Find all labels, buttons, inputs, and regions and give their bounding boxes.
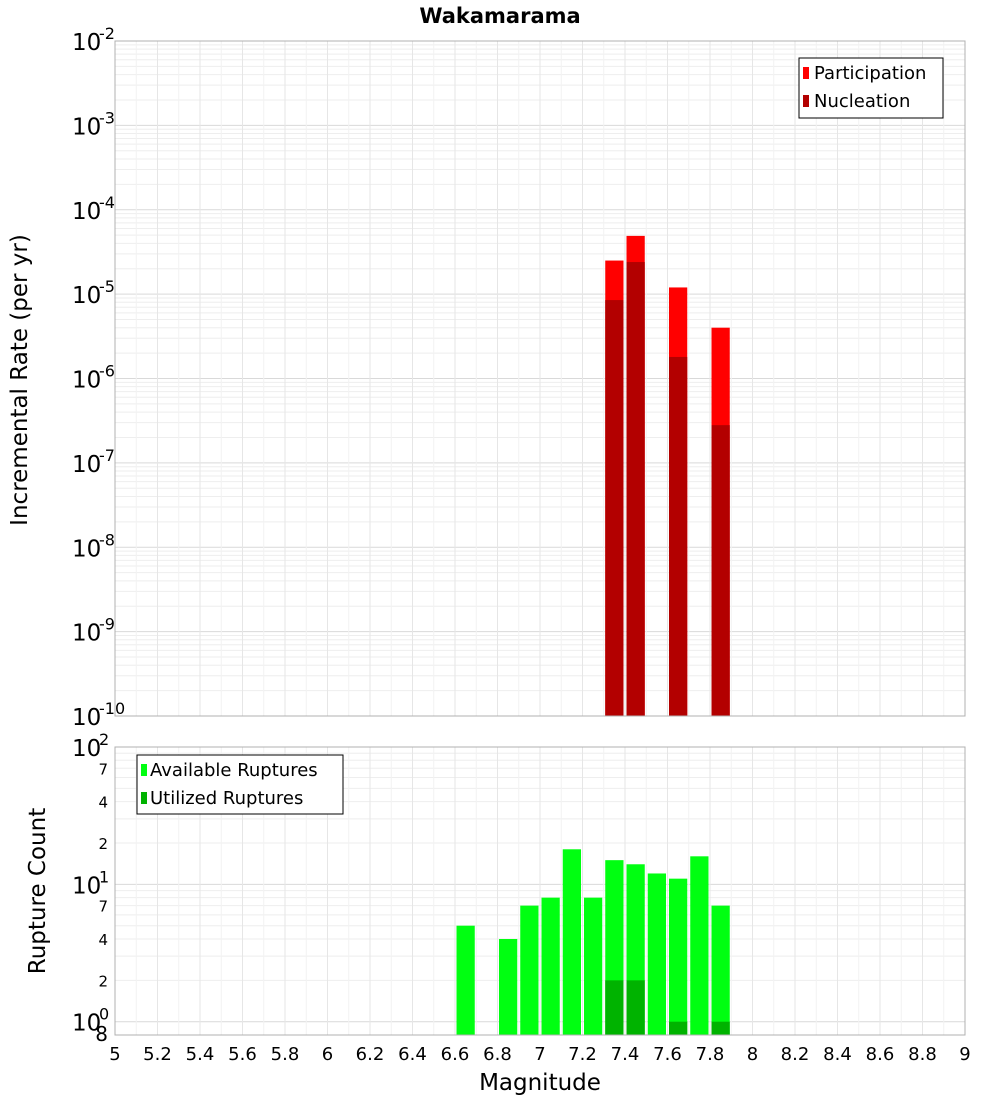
rate-tick-exponent: -9 bbox=[99, 615, 115, 634]
rate-tick-base: 10 bbox=[72, 705, 101, 731]
rate-tick-base: 10 bbox=[72, 30, 101, 56]
nucleation-legend-swatch bbox=[803, 95, 809, 107]
utilized-bar bbox=[669, 1021, 688, 1035]
magnitude-tick-label: 7.2 bbox=[568, 1044, 597, 1065]
count-minor-tick-label: 4 bbox=[98, 931, 108, 949]
magnitude-tick-label: 9 bbox=[959, 1044, 970, 1065]
count-minor-tick-label: 2 bbox=[98, 835, 108, 853]
rate-tick-exponent: -8 bbox=[99, 530, 115, 549]
magnitude-tick-label: 6.8 bbox=[483, 1044, 512, 1065]
magnitude-tick-label: 6.2 bbox=[356, 1044, 385, 1065]
magnitude-tick-label: 6.6 bbox=[441, 1044, 470, 1065]
rate-tick-base: 10 bbox=[72, 536, 101, 562]
count-tick-base: 10 bbox=[72, 1011, 101, 1037]
rate-tick-exponent: -10 bbox=[99, 699, 125, 718]
rate-tick-exponent: -5 bbox=[99, 277, 115, 296]
participation-legend-swatch bbox=[803, 67, 809, 79]
available-bar bbox=[520, 905, 539, 1035]
rate-tick-base: 10 bbox=[72, 199, 101, 225]
magnitude-tick-label: 5.8 bbox=[271, 1044, 300, 1065]
rate-legend: Participation Nucleation bbox=[798, 57, 944, 119]
magnitude-axis-label: Magnitude bbox=[479, 1070, 601, 1096]
participation-legend-label: Participation bbox=[814, 63, 926, 84]
magnitude-tick-label: 7.4 bbox=[611, 1044, 640, 1065]
count-legend-box bbox=[136, 754, 344, 815]
rate-tick-exponent: -7 bbox=[99, 446, 115, 465]
count-tick-exponent: 0 bbox=[99, 1005, 109, 1024]
nucleation-bar bbox=[711, 425, 730, 716]
nucleation-bar bbox=[669, 356, 688, 716]
chart-title: Wakamarama bbox=[419, 4, 580, 28]
available-bar bbox=[690, 856, 709, 1035]
count-minor-tick-label: 2 bbox=[98, 972, 108, 990]
nucleation-bar bbox=[626, 262, 645, 716]
count-plot-frame bbox=[114, 746, 966, 1036]
magnitude-tick-label: 8 bbox=[747, 1044, 758, 1065]
available-bar bbox=[499, 939, 518, 1035]
count-axis-label: Rupture Count bbox=[25, 808, 51, 974]
available-bar bbox=[647, 873, 666, 1035]
rate-tick-base: 10 bbox=[72, 621, 101, 647]
rate-tick-base: 10 bbox=[72, 114, 101, 140]
available-bar bbox=[711, 905, 730, 1035]
magnitude-tick-label: 5.4 bbox=[186, 1044, 215, 1065]
available-bar bbox=[541, 897, 560, 1035]
count-minor-tick-label: 8 bbox=[95, 1022, 108, 1046]
rate-legend-box bbox=[798, 57, 944, 119]
rate-tick-base: 10 bbox=[72, 283, 101, 309]
count-tick-exponent: 2 bbox=[99, 730, 109, 749]
available-bar bbox=[669, 878, 688, 1035]
count-minor-tick-label: 7 bbox=[98, 898, 108, 916]
magnitude-tick-label: 8.2 bbox=[781, 1044, 810, 1065]
count-tick-exponent: 1 bbox=[99, 867, 109, 886]
magnitude-tick-label: 5.6 bbox=[228, 1044, 257, 1065]
count-minor-tick-label: 4 bbox=[98, 794, 108, 812]
magnitude-tick-label: 6.4 bbox=[398, 1044, 427, 1065]
rate-tick-base: 10 bbox=[72, 452, 101, 478]
available-bar bbox=[562, 849, 581, 1035]
magnitude-tick-label: 8.8 bbox=[908, 1044, 937, 1065]
rate-tick-exponent: -4 bbox=[99, 193, 115, 212]
available-legend-label: Available Ruptures bbox=[150, 760, 318, 781]
magnitude-tick-label: 7.8 bbox=[696, 1044, 725, 1065]
rate-tick-exponent: -6 bbox=[99, 362, 115, 381]
magnitude-tick-label: 5 bbox=[109, 1044, 120, 1065]
utilized-legend-swatch bbox=[141, 792, 147, 804]
magnitude-tick-label: 7 bbox=[534, 1044, 545, 1065]
utilized-bar bbox=[605, 980, 624, 1035]
rate-plot-frame bbox=[114, 40, 966, 717]
count-tick-base: 10 bbox=[72, 736, 101, 762]
rate-tick-base: 10 bbox=[72, 368, 101, 394]
rate-plot: 10-210-310-410-510-610-710-810-910-10 bbox=[72, 24, 966, 731]
rate-tick-exponent: -2 bbox=[99, 24, 115, 43]
magnitude-tick-label: 8.4 bbox=[823, 1044, 852, 1065]
magnitude-tick-label: 6 bbox=[322, 1044, 333, 1065]
rate-axis-label: Incremental Rate (per yr) bbox=[7, 234, 33, 526]
nucleation-bar bbox=[605, 300, 624, 716]
rate-tick-exponent: -3 bbox=[99, 108, 115, 127]
utilized-bar bbox=[626, 980, 645, 1035]
count-minor-tick-label: 7 bbox=[98, 760, 108, 778]
available-bar bbox=[584, 897, 603, 1035]
utilized-bar bbox=[711, 1021, 730, 1035]
magnitude-tick-label: 8.6 bbox=[866, 1044, 895, 1065]
available-legend-swatch bbox=[141, 764, 147, 776]
magnitude-tick-label: 5.2 bbox=[143, 1044, 172, 1065]
available-bar bbox=[456, 925, 475, 1035]
count-tick-base: 10 bbox=[72, 873, 101, 899]
utilized-legend-label: Utilized Ruptures bbox=[150, 788, 303, 809]
nucleation-legend-label: Nucleation bbox=[814, 91, 910, 112]
magnitude-tick-label: 7.6 bbox=[653, 1044, 682, 1065]
count-legend: Available Ruptures Utilized Ruptures bbox=[136, 754, 344, 815]
